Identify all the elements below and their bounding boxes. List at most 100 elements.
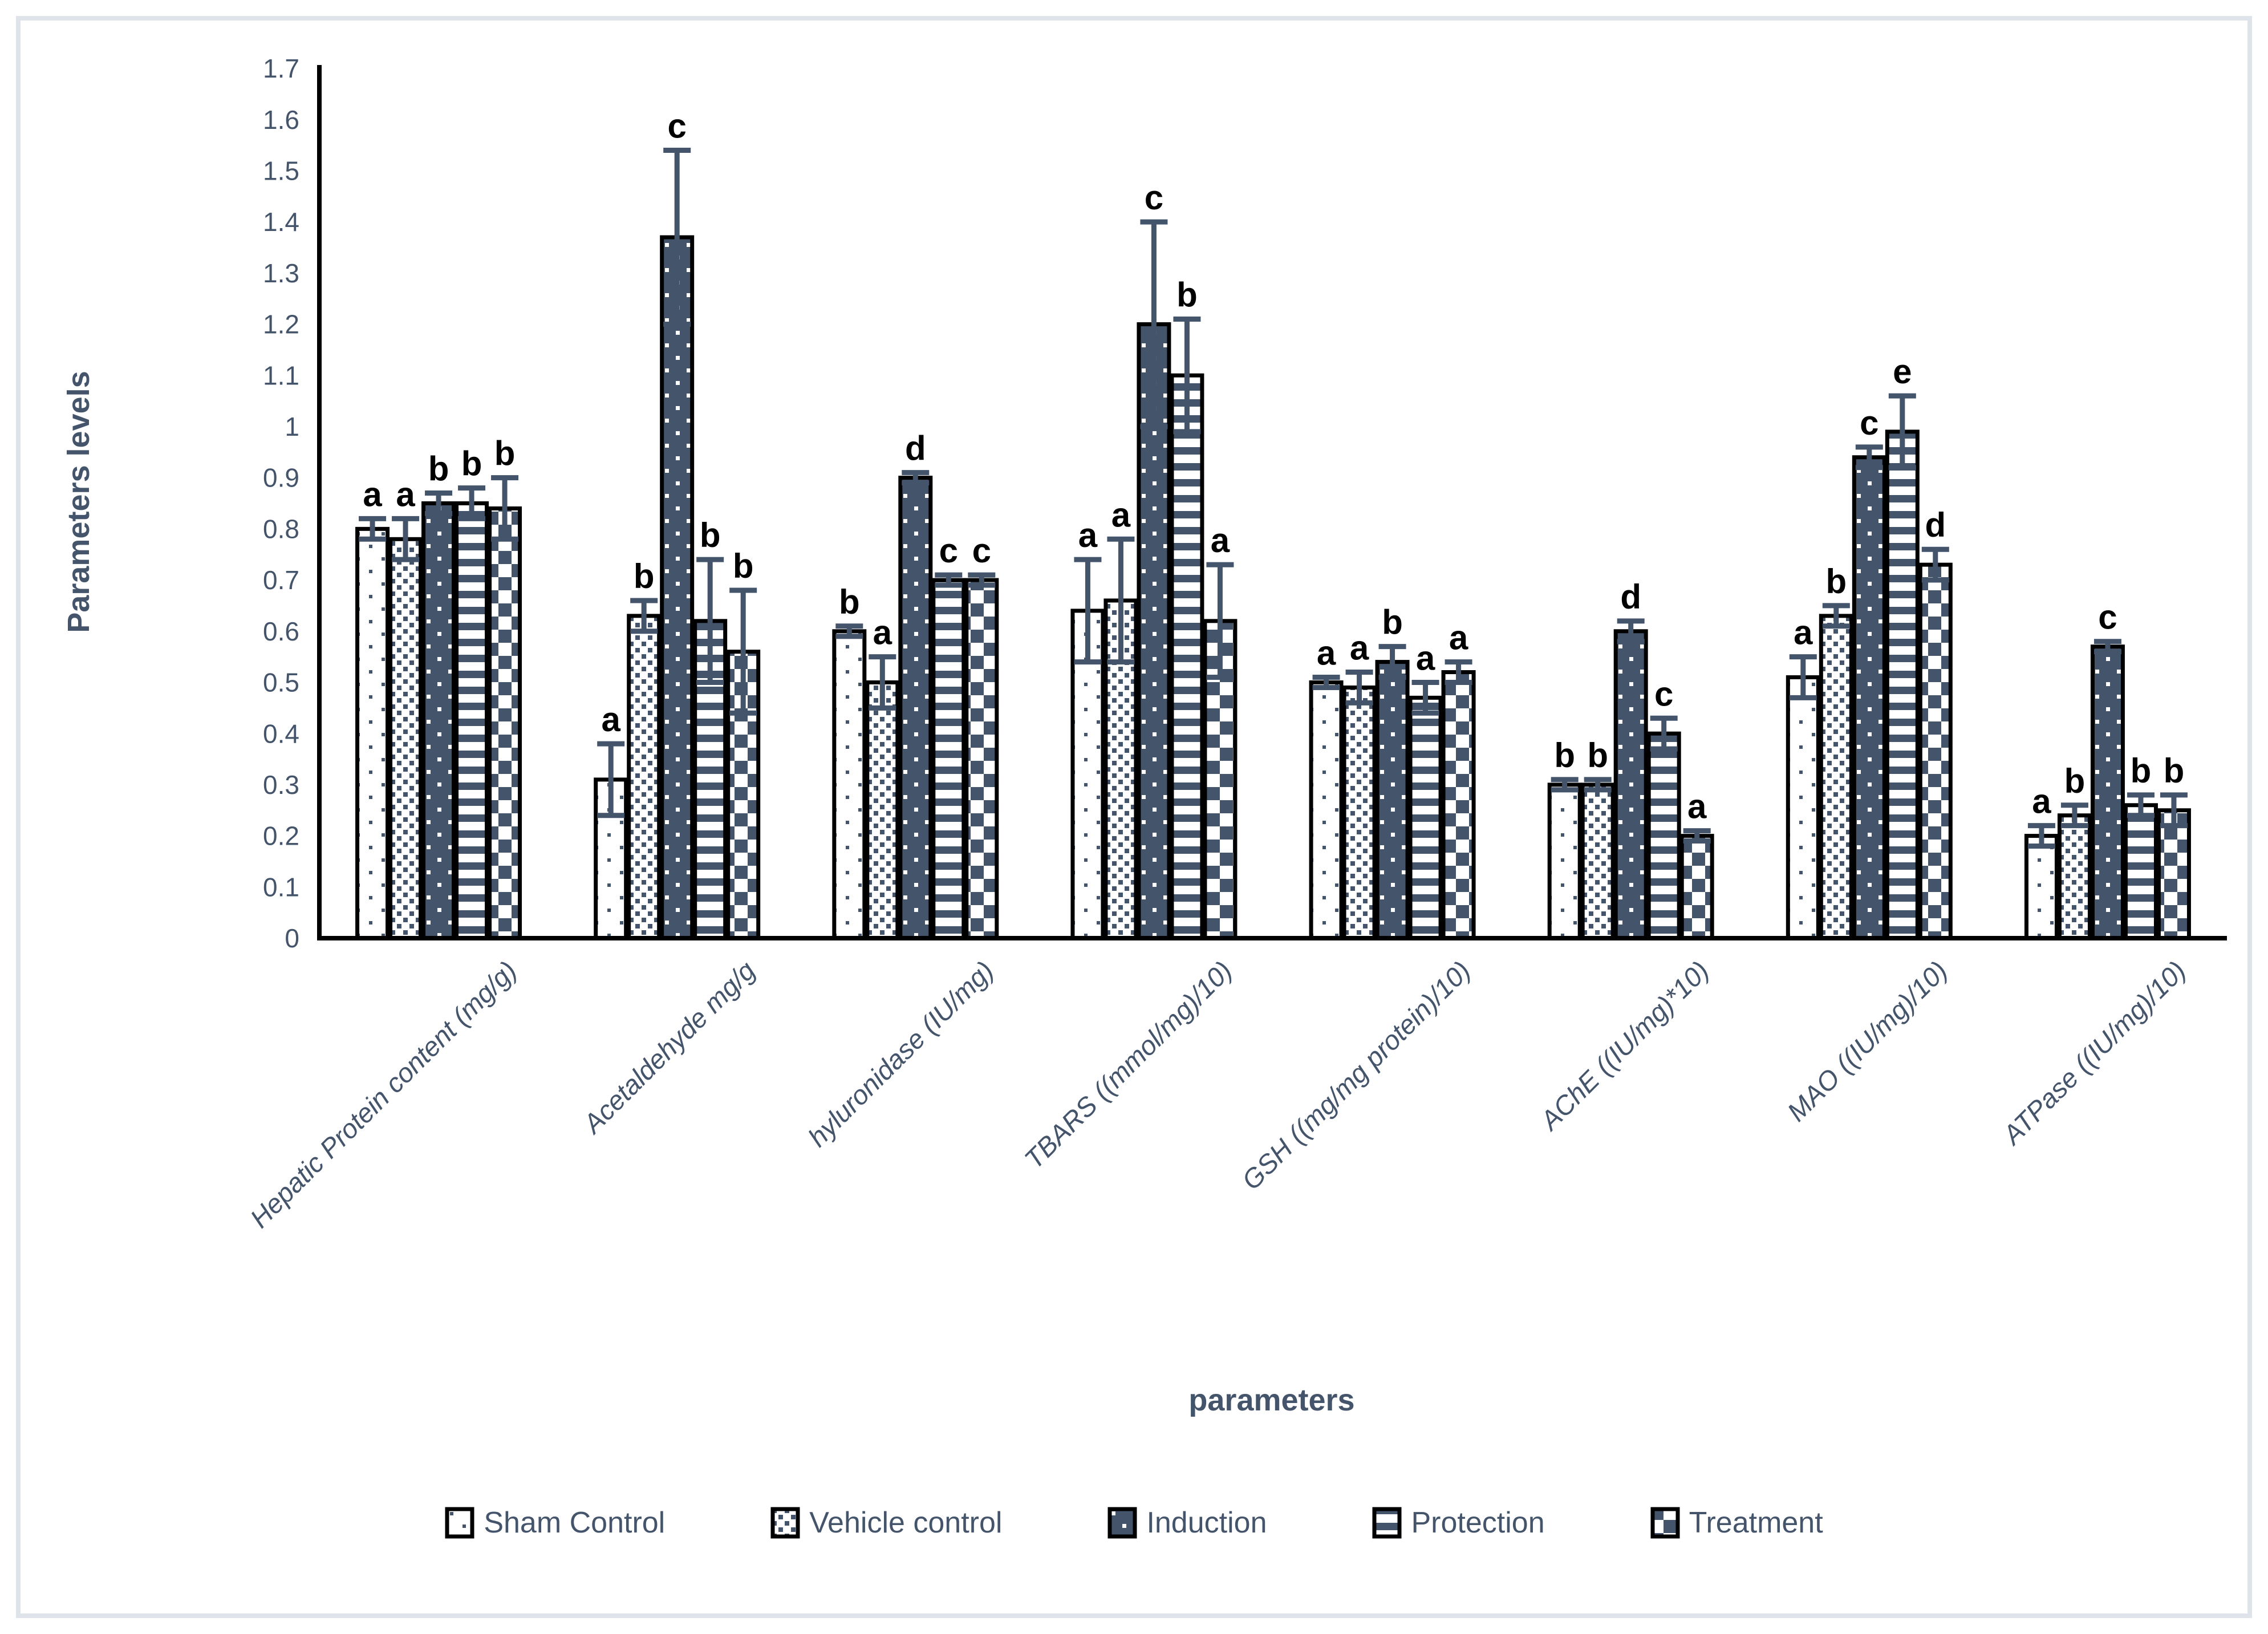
significance-letter: a	[363, 475, 382, 513]
y-tick-label: 1.6	[263, 105, 299, 135]
error-bar	[597, 741, 625, 818]
significance-letter: b	[1587, 736, 1608, 775]
y-tick-label: 0.7	[263, 565, 299, 595]
y-axis-title: Parameters levels	[62, 371, 96, 633]
bar	[388, 537, 423, 940]
bar	[455, 501, 489, 940]
error-bar	[1312, 675, 1340, 690]
x-category-label: GSH ((mg/mg protein)/10)	[1236, 955, 1476, 1196]
bars-layer	[355, 235, 2191, 940]
bar	[1679, 834, 1714, 940]
significance-letter: b	[2131, 752, 2152, 790]
significance-letter: b	[634, 557, 655, 595]
legend-label: Induction	[1146, 1506, 1267, 1539]
x-category-label: MAO ((IU/mg)/10)	[1781, 955, 1953, 1128]
bar	[1375, 660, 1410, 940]
error-bar	[392, 516, 420, 562]
legend-item: Sham Control	[445, 1506, 665, 1540]
legend-item: Protection	[1372, 1506, 1545, 1540]
y-tick-label: 0.4	[263, 719, 299, 748]
error-bar	[1074, 557, 1102, 665]
significance-letter: c	[972, 532, 991, 570]
error-bar	[835, 623, 863, 639]
legend-item: Treatment	[1650, 1506, 1823, 1540]
bar	[1918, 562, 1953, 940]
bar	[1408, 695, 1443, 940]
x-category-label: ATPase ((IU/mg)/10)	[1995, 955, 2192, 1151]
x-category-label: TBARS ((mmol/mg)/10)	[1019, 955, 1238, 1175]
bar	[1103, 598, 1138, 940]
bar	[1170, 373, 1204, 940]
error-bar	[1378, 644, 1406, 680]
significance-letter: b	[2164, 752, 2185, 790]
y-tick-label: 0.3	[263, 770, 299, 800]
error-bar	[935, 572, 963, 588]
significance-letter: b	[1554, 736, 1575, 775]
bar	[1441, 670, 1476, 940]
error-bar	[902, 470, 930, 486]
significance-letter: c	[1654, 675, 1673, 713]
legend: Sham Control Vehicle control Induction Prot…	[0, 1506, 2268, 1540]
significance-letter: a	[1111, 496, 1131, 534]
bar	[2123, 803, 2158, 940]
axes-layer	[317, 65, 2227, 940]
bar	[964, 578, 999, 940]
legend-label: Vehicle control	[809, 1506, 1003, 1539]
error-bar	[2127, 792, 2155, 818]
significance-letter: b	[461, 445, 482, 483]
error-bar	[1683, 828, 1711, 844]
bar	[355, 526, 390, 940]
significance-letter: c	[668, 107, 687, 145]
y-tick-label: 0.6	[263, 617, 299, 646]
error-bar	[729, 587, 757, 716]
y-tick-label: 1	[285, 412, 299, 441]
y-tick-label: 0.2	[263, 821, 299, 851]
error-bar	[1173, 317, 1201, 435]
significance-letter: b	[428, 450, 449, 488]
y-tick-label: 1.7	[263, 54, 299, 83]
significance-letter: a	[1078, 516, 1098, 554]
error-bar	[1411, 679, 1439, 716]
y-tick-label: 1.3	[263, 258, 299, 288]
significance-letter: b	[1825, 562, 1847, 601]
legend-swatch-icon	[1107, 1507, 1137, 1539]
x-category-label: AChE ((IU/mg)*10)	[1533, 955, 1714, 1137]
error-bar	[1822, 603, 1850, 629]
significance-letter: a	[396, 475, 415, 513]
bar	[1852, 455, 1886, 940]
error-bar	[1445, 659, 1472, 685]
x-category-label: Hepatic Protein content (mg/g)	[244, 955, 522, 1234]
x-axis-title: parameters	[1188, 1383, 1355, 1417]
legend-swatch-icon	[1650, 1507, 1680, 1539]
y-tick-label: 0.1	[263, 872, 299, 902]
error-bar	[359, 516, 387, 542]
legend-swatch-icon	[770, 1507, 800, 1539]
significance-letter: a	[1350, 629, 1369, 667]
bar	[1819, 614, 1853, 940]
error-bar	[663, 148, 691, 327]
legend-swatch-icon	[1372, 1507, 1402, 1539]
error-bar	[2160, 792, 2188, 829]
bar	[1613, 629, 1648, 940]
significance-letter: a	[1687, 788, 1707, 826]
error-bar	[1650, 715, 1678, 752]
legend-swatch-icon	[445, 1507, 474, 1539]
significance-letter: b	[494, 435, 516, 473]
bar	[1885, 429, 1920, 940]
error-bar	[2093, 639, 2121, 655]
significance-letter: a	[1317, 634, 1336, 672]
bar	[627, 614, 662, 940]
legend-item: Vehicle control	[770, 1506, 1002, 1540]
error-bar	[2027, 823, 2055, 849]
significance-letter: c	[2098, 598, 2117, 636]
bar	[488, 506, 522, 940]
significance-letter: b	[839, 583, 860, 621]
significance-letter: a	[873, 614, 892, 652]
error-bar	[2060, 802, 2088, 829]
y-tick-labels-layer: 0 0.1 0.2 0.3 0.4 0.5 0.6 0.7 0.8 0.9 1 1.1 1.2 1.3 1.…	[263, 54, 299, 953]
bar	[931, 578, 966, 940]
significance-letter: a	[1211, 521, 1230, 559]
bar	[1342, 685, 1377, 940]
y-tick-label: 0.9	[263, 463, 299, 493]
